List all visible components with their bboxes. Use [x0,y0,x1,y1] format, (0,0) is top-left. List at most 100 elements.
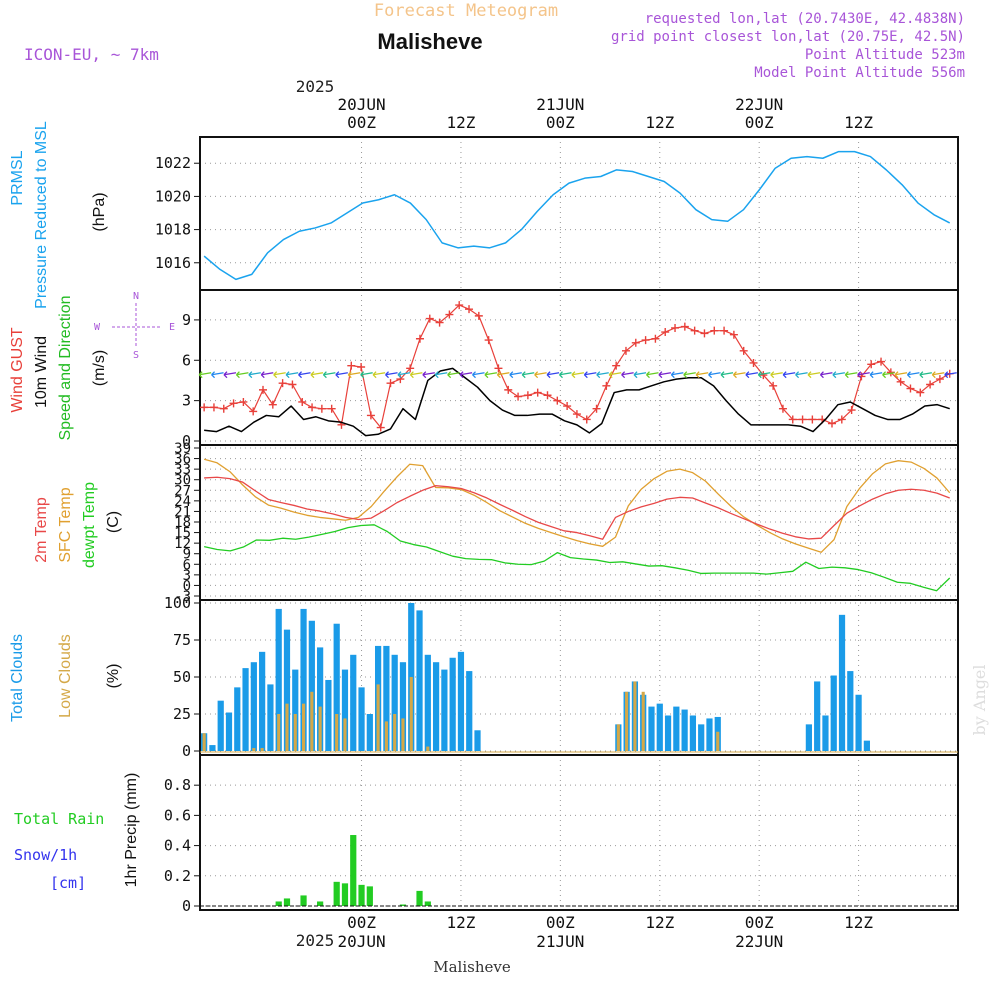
total-cloud-bar [838,614,846,751]
gust-marker [690,326,699,335]
total-cloud-bar [242,668,249,751]
y-tick-label: 1020 [155,187,191,205]
wind-unit: (m/s) [91,350,108,386]
total-cloud-bar [366,714,373,751]
total-cloud-bar [432,662,440,751]
y-tick-label: 1016 [155,254,191,272]
gust-marker [837,415,846,424]
wind-direction-arrow [459,371,473,379]
gust-marker [200,403,209,412]
wind-direction-arrow [546,371,560,379]
y-tick-label: 25 [173,705,191,723]
wind-direction-arrow [944,371,957,379]
rain-bar [416,890,423,906]
gust-marker [455,301,464,310]
gust-marker [268,400,277,409]
y-tick-label: 30 [174,473,191,489]
gust-marker [435,318,444,327]
wind-direction-arrow [484,371,498,379]
bottom-time-label: 00Z [546,913,575,932]
y-tick-label: 3 [182,392,191,410]
gust-marker [357,363,366,371]
wind-direction-arrow [223,371,237,379]
gust-marker [582,415,591,424]
wind-direction-arrow [596,371,609,379]
gust-marker [376,423,385,432]
y-tick-label: 0.8 [164,776,191,794]
low-cloud-bar [301,703,306,751]
total-cloud-bar [217,700,224,751]
total-cloud-bar [383,645,390,751]
low-cloud-bar [426,746,430,751]
wind-direction-arrow [695,371,709,379]
total-cloud-bar [416,610,423,751]
y-tick-label: 0 [182,742,191,760]
rain-bar [350,835,357,906]
top-time-label: 12Z [645,113,674,132]
gust-marker [602,381,611,390]
gust-marker [514,392,523,401]
wind-direction-arrow [931,371,945,379]
gust-marker [445,310,454,319]
wind-direction-arrow [397,371,411,379]
wind-direction-arrow [906,371,920,379]
gust-marker [425,314,434,323]
panel-frame-precip [199,754,959,911]
gust-marker [406,364,415,373]
total-cloud-bar [822,715,829,751]
low-cloud-bar [716,731,720,751]
bottom-time-label: 12Z [446,913,475,932]
wind-direction-arrow [559,371,572,379]
wind-direction-arrow [882,371,895,379]
gust-marker [778,404,787,413]
gust-marker [553,396,562,405]
top-time-label: 00Z [745,113,774,132]
low-cloud-bar [335,714,339,751]
y-tick-label: 39 [174,441,191,457]
top-time-label: 12Z [446,113,475,132]
total-cloud-bar [333,623,340,751]
wind-direction-arrow [496,371,510,379]
rain-bar [300,895,307,906]
wind-direction-arrow [434,371,448,379]
wind-direction-arrow [298,371,311,379]
total-cloud-bar [358,687,365,751]
gust-marker [788,415,797,424]
wind-direction-arrow [819,371,833,379]
low-cloud-bar [202,733,206,751]
gust-marker [298,397,307,406]
rain-bar [333,881,340,906]
low-cloud-bar [401,718,405,751]
gust-marker [484,336,493,345]
wind-direction-arrow [770,371,783,379]
gust-marker [739,346,748,355]
dew-label: dewpt Temp [81,482,98,568]
y-tick-label: -3 [174,589,191,605]
wind-direction-arrow [372,371,386,379]
pressure-label-long: Pressure Reduced to MSL [33,121,50,309]
wind-direction-arrow [782,371,796,379]
wind-direction-arrow [472,371,485,379]
total-cloud-bar [698,724,705,751]
low-cloud-bar [393,714,397,751]
total-cloud-bar [250,662,257,751]
bottom-day-label: 20JUN [337,932,385,951]
total-cloud-bar [466,671,473,751]
y-tick-label: 18 [174,515,191,531]
rain-bar [317,901,324,906]
compass-s: S [133,350,139,361]
bottom-time-label: 00Z [347,913,376,932]
gust-marker [259,385,268,394]
wind-direction-arrow [360,371,373,379]
snow-label: Snow/1h [14,846,77,864]
gust-marker [592,404,601,413]
y-tick-label: 1022 [155,154,191,172]
low-cloud-bar [376,684,380,751]
pressure-label-short: PRMSL [9,150,26,205]
total-cloud-bar [292,669,299,751]
rain-bar [341,883,349,906]
gust-marker [651,334,660,343]
wind-direction-arrow [422,371,435,379]
gust-marker [935,375,944,384]
total-cloud-bar [656,703,663,751]
